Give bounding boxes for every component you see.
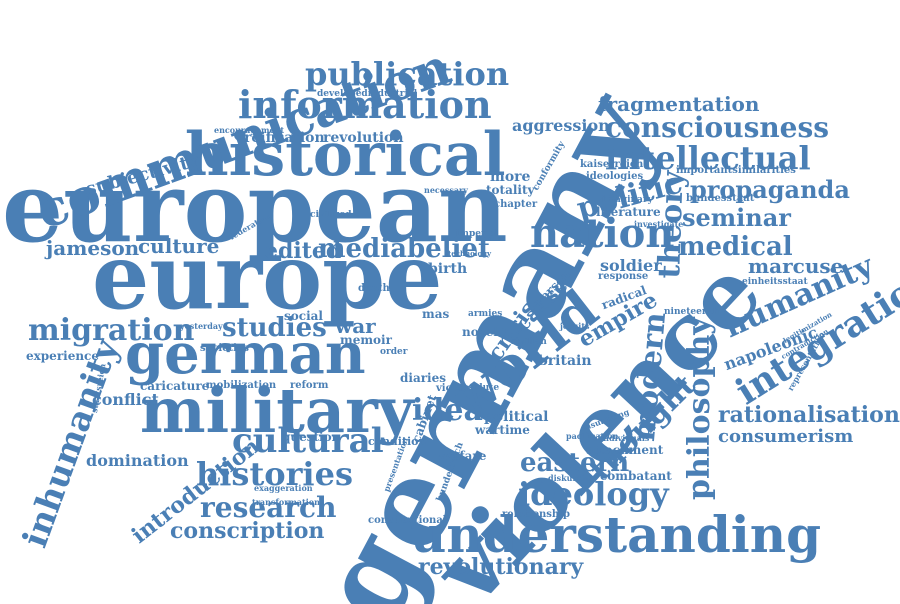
word-absolute: absolute [456,383,500,393]
word-war: war [335,314,376,338]
word-intellectual: intellectual [605,139,811,177]
word-conflict: conflict [92,390,159,409]
word-ideology: ideology [518,475,669,513]
word-mas: mas [422,307,450,321]
word-histories: histories [196,455,353,493]
word-bundesstaat: bundesstaat [686,193,755,204]
word-diskussion: diskussion [548,473,596,483]
word-nation: nation [530,210,675,257]
word-civilized: civilized [310,210,352,220]
word-pacification: pacification [566,431,619,441]
word-warfare: warfare [435,449,487,463]
word-encouragement: encouragement [214,125,285,135]
word-propaganda: propaganda [690,175,850,204]
word-birth: birth [428,261,468,277]
word-social: social [284,309,323,323]
word-death: death [358,283,390,294]
word-culture: culture [138,234,220,258]
word-european: european [2,151,508,264]
word-technology: technology [448,249,492,258]
word-military: military [140,374,414,447]
word-edited: edited [264,238,342,264]
word-totality: totality [486,183,535,197]
word-britain: britain [538,353,592,369]
word-idea: idea [412,393,483,428]
word-historical: historical [185,120,506,190]
word-relationship: relationship [502,509,570,520]
word-ofindividuals: ofindividuals [592,433,650,443]
word-condition: condition [368,435,427,448]
word-nineteenth: nineteenth [664,307,720,317]
word-einheitsstaat: einheitsstaat [742,277,808,287]
word-inhumanity: inhumanity [15,333,128,553]
word-fragmentation: fragmentation [598,92,760,116]
word-yesterday: yesterday [180,321,223,331]
word-literature: literature [596,205,661,219]
word-imaginary: imaginary [602,195,653,205]
word-combatant: combatant [600,469,672,483]
word-consumerism: consumerism [718,426,854,447]
word-domination: domination [86,451,189,470]
word-chapter: chapter [494,199,538,210]
word-mediabelief: mediabelief [318,234,490,264]
word-medical: medical [678,232,793,262]
word-philosophy: philosophy [682,317,717,500]
word-conscription: conscription [170,518,325,544]
word-research: research [200,491,337,524]
word-consciousness: consciousness [605,111,830,144]
word-more: more [490,169,531,185]
word-cultural: cultural [232,421,384,461]
word-exaggeration: exaggeration [254,483,313,493]
word-seminar: seminar [682,203,791,232]
word-german: german [125,321,366,387]
word-reform: reform [290,380,329,391]
word-jameson: jameson [46,236,140,260]
word-memoir: memoir [340,333,392,347]
word-aggression: aggression [512,116,610,135]
word-order: order [380,347,408,357]
word-diaries: diaries [400,371,446,385]
word-reification: reification [244,130,325,146]
word-violent: violent [436,383,475,394]
word-transformation: transformation [252,497,320,507]
word-kaiserreich: kaiserreich [580,159,644,170]
word-rationalisation: rationalisation [718,402,900,428]
word-armies: armies [468,309,503,319]
word-mobilization: mobilization [206,380,277,391]
word-experience: experience [26,349,99,363]
word-understanding: understanding [410,505,822,564]
word-novel: novel [462,325,498,339]
word-information: information [238,82,492,127]
word-wartime: wartime [475,423,530,437]
word-attachment: attachment [586,443,664,457]
word-investigate: investigate [634,219,684,229]
word-response: response [598,271,649,282]
word-jesuits: jesuits [560,321,590,331]
word-eastern: eastern [520,448,630,478]
word-revolutionary: revolutionary [418,554,584,580]
word-studies: studies [222,313,327,343]
word-revolution: revolution [323,130,404,146]
word-marcuse: marcuse [748,254,844,278]
word-civilian: civilian [510,337,547,347]
word-developedindustrial: developedindustrial [317,89,418,99]
word-political: political [484,409,549,425]
word-importantsimilarities: importantsimilarities [676,165,796,176]
word-constitutional: constitutional [368,515,447,526]
word-soldier: soldier [600,256,662,275]
word-necessary: necessary [424,185,468,195]
word-question: question [282,430,341,444]
word-imperial: imperial [456,229,499,239]
word-publication: publication [305,55,510,93]
word-europe: europe [92,224,443,330]
word-ideologies: ideologies [586,171,644,182]
word-migration: migration [28,313,195,348]
word-caricature: caricature [140,379,210,393]
word-societies: societies [200,343,249,354]
